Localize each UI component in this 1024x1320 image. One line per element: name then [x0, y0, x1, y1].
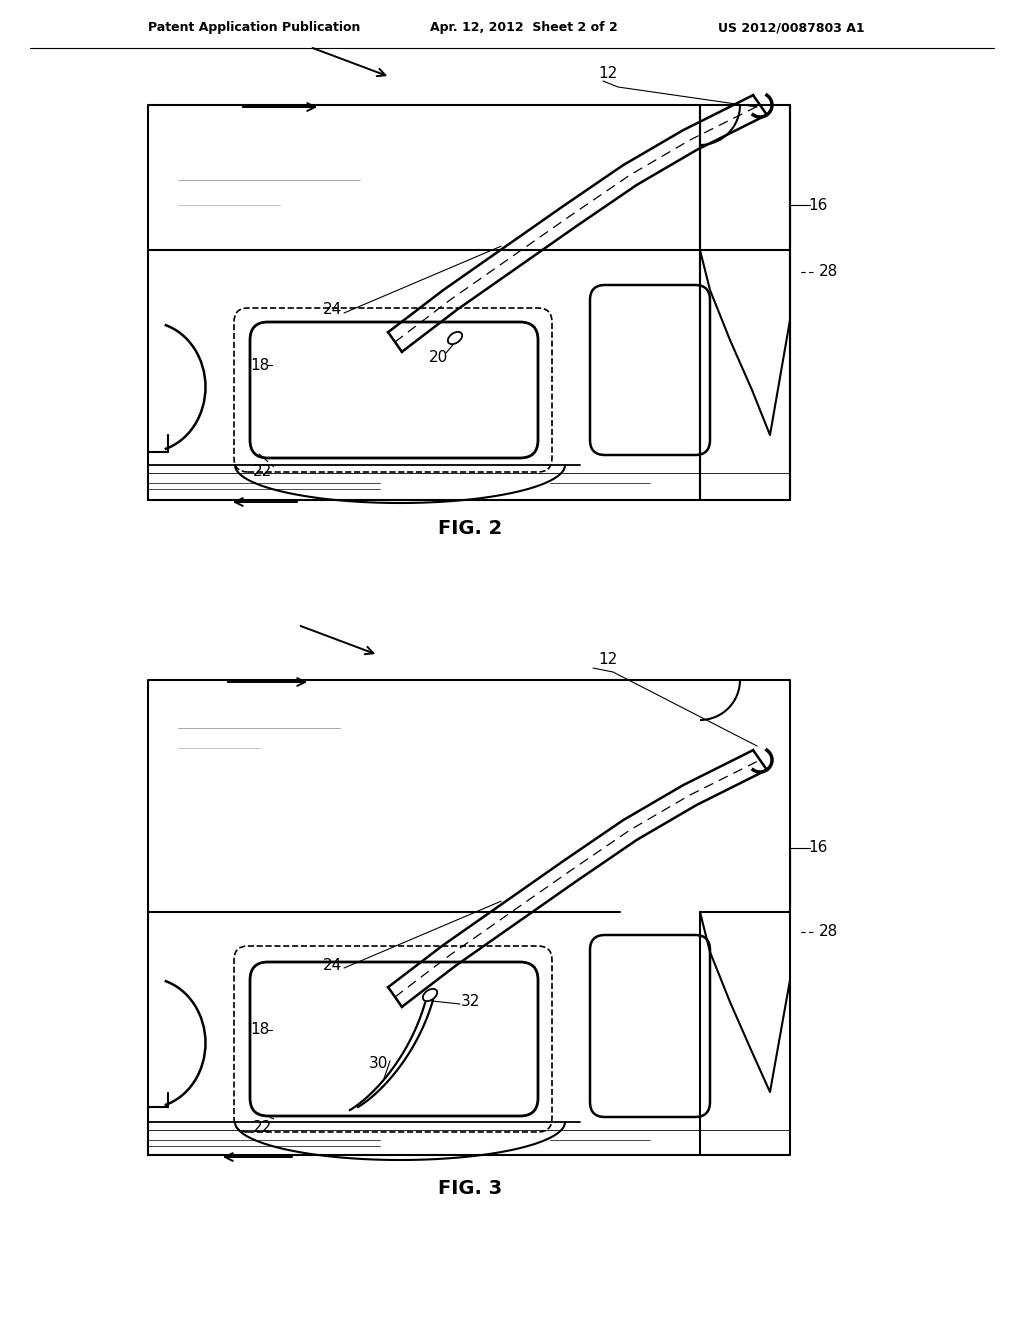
Text: 24: 24 [323, 957, 342, 973]
Text: 18: 18 [251, 358, 269, 372]
Text: 32: 32 [461, 994, 479, 1010]
Text: 22: 22 [252, 465, 271, 479]
Text: 16: 16 [808, 841, 827, 855]
Text: 20: 20 [428, 351, 447, 366]
Ellipse shape [423, 989, 437, 1001]
Text: 30: 30 [369, 1056, 388, 1071]
Text: FIG. 3: FIG. 3 [438, 1179, 502, 1197]
Text: 18: 18 [251, 1023, 269, 1038]
Text: 12: 12 [598, 652, 617, 668]
Text: 16: 16 [808, 198, 827, 213]
Text: Patent Application Publication: Patent Application Publication [148, 21, 360, 34]
Text: 28: 28 [818, 264, 838, 280]
Text: US 2012/0087803 A1: US 2012/0087803 A1 [718, 21, 864, 34]
Text: 24: 24 [323, 302, 342, 318]
Text: Apr. 12, 2012  Sheet 2 of 2: Apr. 12, 2012 Sheet 2 of 2 [430, 21, 617, 34]
Text: FIG. 2: FIG. 2 [438, 519, 502, 537]
Text: 28: 28 [818, 924, 838, 940]
Text: 22: 22 [252, 1119, 271, 1134]
Text: 12: 12 [598, 66, 617, 81]
Ellipse shape [447, 331, 462, 345]
